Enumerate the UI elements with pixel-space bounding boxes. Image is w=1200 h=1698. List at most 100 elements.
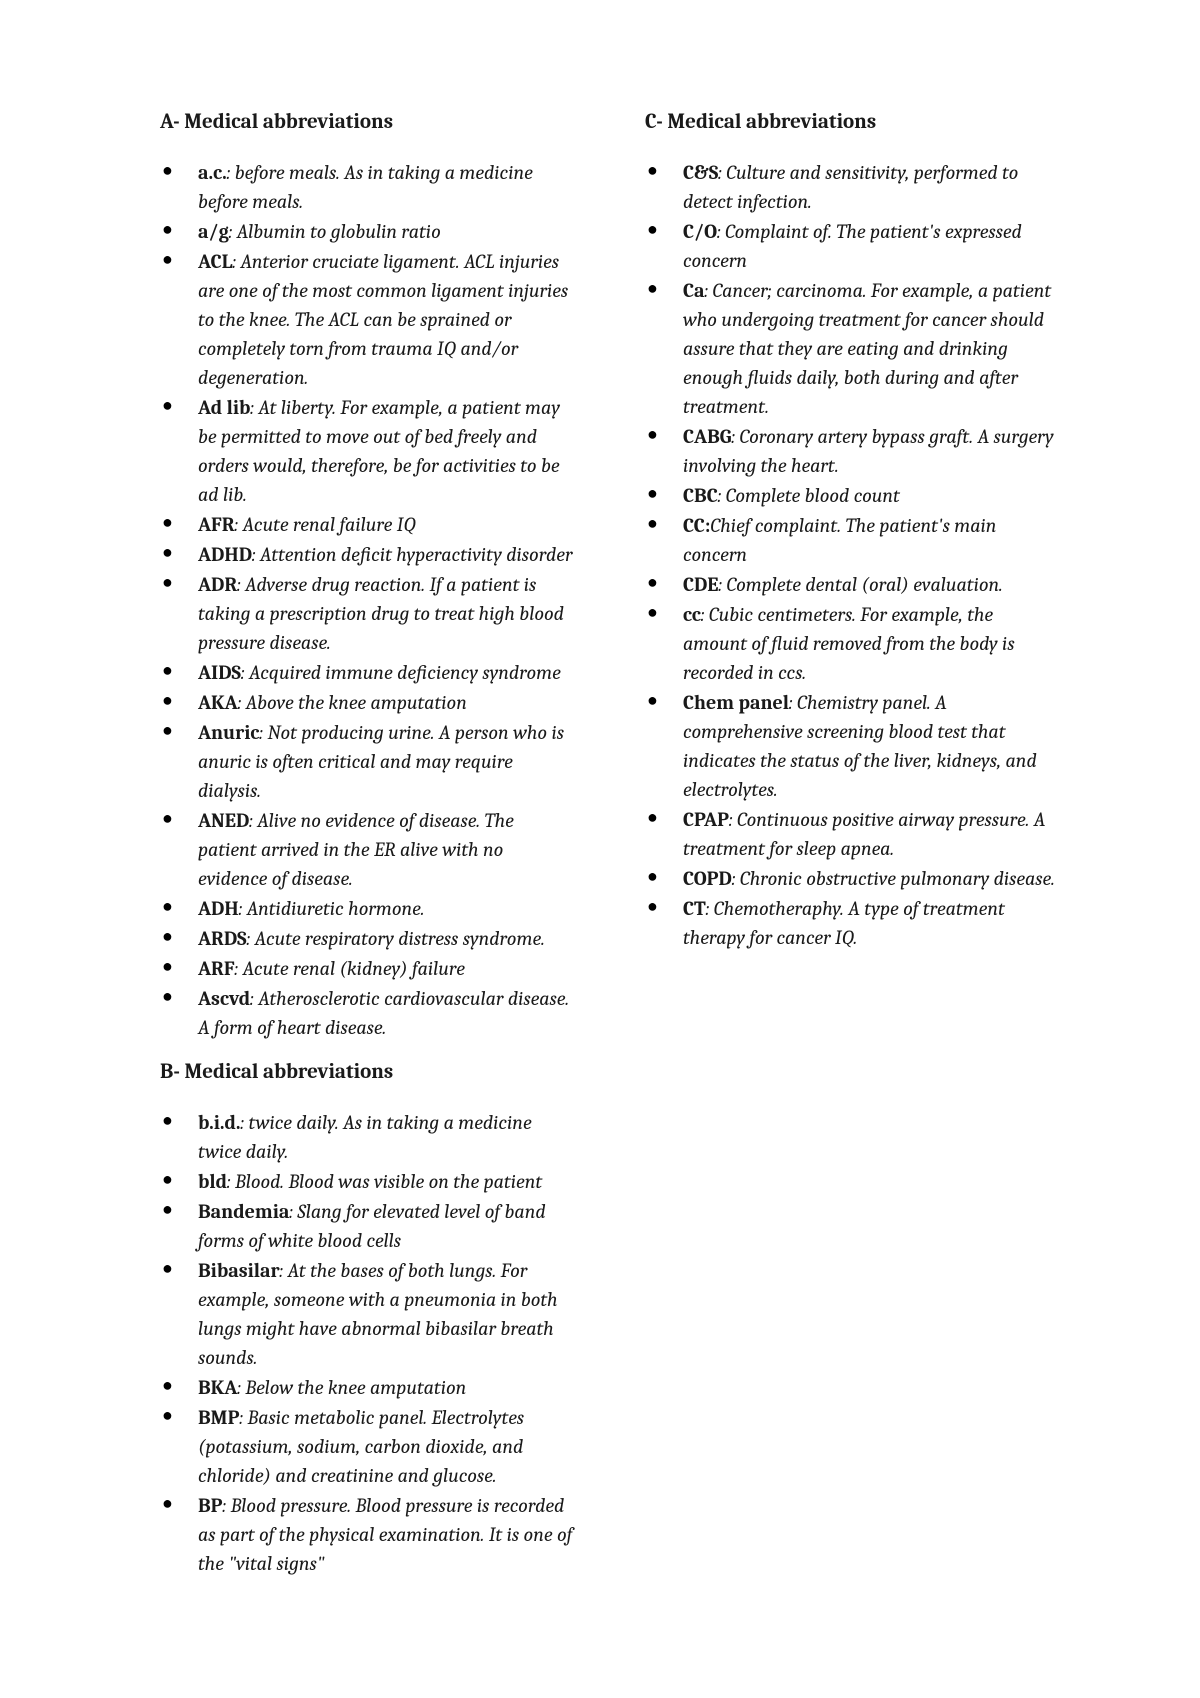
abbreviation-definition: : Cancer; carcinoma. For example, a pati… [683, 279, 1051, 418]
list-item: ANED: Alive no evidence of disease. The … [158, 806, 575, 893]
list-item: AIDS: Acquired immune deficiency syndrom… [158, 658, 575, 687]
abbreviation-term: CC: [683, 514, 710, 537]
list-item: ADH: Antidiuretic hormone. [158, 894, 575, 923]
abbreviation-term: Ascvd [198, 987, 250, 1010]
abbreviation-term: Ca [683, 279, 705, 302]
abbreviation-term: BKA [198, 1376, 237, 1399]
list-item: Chem panel: Chemistry panel. A comprehen… [643, 688, 1060, 804]
abbreviation-definition: : Continuous positive airway pressure. A… [683, 808, 1045, 860]
list-item: C&S: Culture and sensitivity, performed … [643, 158, 1060, 216]
list-item: ACL: Anterior cruciate ligament. ACL inj… [158, 247, 575, 392]
list-item: CPAP: Continuous positive airway pressur… [643, 805, 1060, 863]
abbreviation-term: a.c. [198, 161, 227, 184]
abbreviation-definition: : Acute renal (kidney) failure [235, 957, 465, 980]
abbreviation-definition: : Blood pressure. Blood pressure is reco… [198, 1494, 572, 1575]
list-item: CDE: Complete dental (oral) evaluation. [643, 570, 1060, 599]
abbreviation-definition: : Below the knee amputation [237, 1376, 466, 1399]
abbreviation-term: ACL [198, 250, 232, 273]
list-item: BKA: Below the knee amputation [158, 1373, 575, 1402]
list-item: Bibasilar: At the bases of both lungs. F… [158, 1256, 575, 1372]
abbreviation-definition: : Acute respiratory distress syndrome. [247, 927, 545, 950]
abbreviation-definition: : At liberty. For example, a patient may… [198, 396, 560, 506]
abbreviation-term: Anuric [198, 721, 259, 744]
list-item: COPD: Chronic obstructive pulmonary dise… [643, 864, 1060, 893]
abbreviation-term: b.i.d. [198, 1111, 241, 1134]
abbreviation-definition: : Complete dental (oral) evaluation. [718, 573, 1002, 596]
list-item: a.c.: before meals. As in taking a medic… [158, 158, 575, 216]
abbreviation-term: Bibasilar [198, 1259, 280, 1282]
list-item: a/g: Albumin to globulin ratio [158, 217, 575, 246]
list-item: ARDS: Acute respiratory distress syndrom… [158, 924, 575, 953]
list-item: CC:Chief complaint. The patient's main c… [643, 511, 1060, 569]
list-item: bld: Blood. Blood was visible on the pat… [158, 1167, 575, 1196]
abbreviation-term: ADR [198, 573, 237, 596]
list-item: Ad lib: At liberty. For example, a patie… [158, 393, 575, 509]
abbreviation-term: ANED [198, 809, 249, 832]
abbreviation-term: Chem panel [683, 691, 789, 714]
list-item: C/O: Complaint of. The patient's express… [643, 217, 1060, 275]
list-item: ARF: Acute renal (kidney) failure [158, 954, 575, 983]
section-heading: A- Medical abbreviations [160, 110, 575, 134]
abbreviation-term: AFR [198, 513, 235, 536]
abbreviation-definition: : Above the knee amputation [238, 691, 467, 714]
abbreviation-term: bld [198, 1170, 227, 1193]
list-item: cc: Cubic centimeters. For example, the … [643, 600, 1060, 687]
abbreviation-definition: : Basic metabolic panel. Electrolytes (p… [198, 1406, 524, 1487]
abbreviation-term: AKA [198, 691, 238, 714]
list-item: BMP: Basic metabolic panel. Electrolytes… [158, 1403, 575, 1490]
abbreviation-term: Ad lib [198, 396, 250, 419]
abbreviation-term: CBC [683, 484, 718, 507]
list-item: Ascvd: Atherosclerotic cardiovascular di… [158, 984, 575, 1042]
section: C- Medical abbreviations C&S: Culture and… [625, 110, 1060, 952]
abbreviation-term: BP [198, 1494, 223, 1517]
abbreviation-definition: : Blood. Blood was visible on the patien… [227, 1170, 542, 1193]
list-item: ADR: Adverse drug reaction. If a patient… [158, 570, 575, 657]
list-item: CT: Chemotheraphy. A type of treatment t… [643, 894, 1060, 952]
list-item: Ca: Cancer; carcinoma. For example, a pa… [643, 276, 1060, 421]
list-item: AKA: Above the knee amputation [158, 688, 575, 717]
list-item: ADHD: Attention deficit hyperactivity di… [158, 540, 575, 569]
abbreviation-term: CT [683, 897, 706, 920]
list-item: CABG: Coronary artery bypass graft. A su… [643, 422, 1060, 480]
abbreviation-list: b.i.d.: twice daily. As in taking a medi… [140, 1108, 575, 1578]
abbreviation-definition: : twice daily. As in taking a medicine t… [198, 1111, 532, 1163]
abbreviation-definition: : Complete blood count [718, 484, 900, 507]
abbreviation-term: CDE [683, 573, 718, 596]
list-item: CBC: Complete blood count [643, 481, 1060, 510]
list-item: BP: Blood pressure. Blood pressure is re… [158, 1491, 575, 1578]
abbreviation-definition: : Chronic obstructive pulmonary disease. [732, 867, 1055, 890]
abbreviation-term: ADH [198, 897, 239, 920]
abbreviation-definition: : Attention deficit hyperactivity disord… [252, 543, 573, 566]
abbreviation-definition: Chief complaint. The patient's main conc… [683, 514, 996, 566]
abbreviation-list: a.c.: before meals. As in taking a medic… [140, 158, 575, 1042]
abbreviation-term: COPD [683, 867, 732, 890]
abbreviation-definition: : Chemotheraphy. A type of treatment the… [683, 897, 1005, 949]
abbreviation-term: ARF [198, 957, 235, 980]
abbreviation-definition: : Coronary artery bypass graft. A surger… [683, 425, 1054, 477]
abbreviation-term: ARDS [198, 927, 247, 950]
list-item: AFR: Acute renal failure IQ [158, 510, 575, 539]
abbreviation-term: CABG [683, 425, 731, 448]
abbreviation-definition: : Complaint of. The patient's expressed … [683, 220, 1022, 272]
section-heading: C- Medical abbreviations [645, 110, 1060, 134]
abbreviation-definition: : Antidiuretic hormone. [239, 897, 425, 920]
abbreviation-term: BMP [198, 1406, 239, 1429]
section: A- Medical abbreviations a.c.: before mea… [140, 110, 575, 1042]
abbreviation-definition: : Adverse drug reaction. If a patient is… [198, 573, 564, 654]
document-content: A- Medical abbreviations a.c.: before mea… [140, 110, 1060, 1600]
abbreviation-term: AIDS [198, 661, 241, 684]
abbreviation-term: C/O [683, 220, 717, 243]
abbreviation-definition: : Culture and sensitivity, performed to … [683, 161, 1018, 213]
section: B- Medical abbreviations b.i.d.: twice da… [140, 1060, 575, 1578]
abbreviation-definition: : Albumin to globulin ratio [229, 220, 441, 243]
list-item: Bandemia: Slang for elevated level of ba… [158, 1197, 575, 1255]
abbreviation-term: a/g [198, 220, 229, 243]
abbreviation-term: Bandemia [198, 1200, 289, 1223]
abbreviation-term: CPAP [683, 808, 729, 831]
abbreviation-list: C&S: Culture and sensitivity, performed … [625, 158, 1060, 952]
list-item: Anuric: Not producing urine. A person wh… [158, 718, 575, 805]
abbreviation-definition: : Acute renal failure IQ [235, 513, 416, 536]
section-heading: B- Medical abbreviations [160, 1060, 575, 1084]
abbreviation-definition: : Anterior cruciate ligament. ACL injuri… [198, 250, 568, 389]
abbreviation-definition: : Atherosclerotic cardiovascular disease… [198, 987, 569, 1039]
